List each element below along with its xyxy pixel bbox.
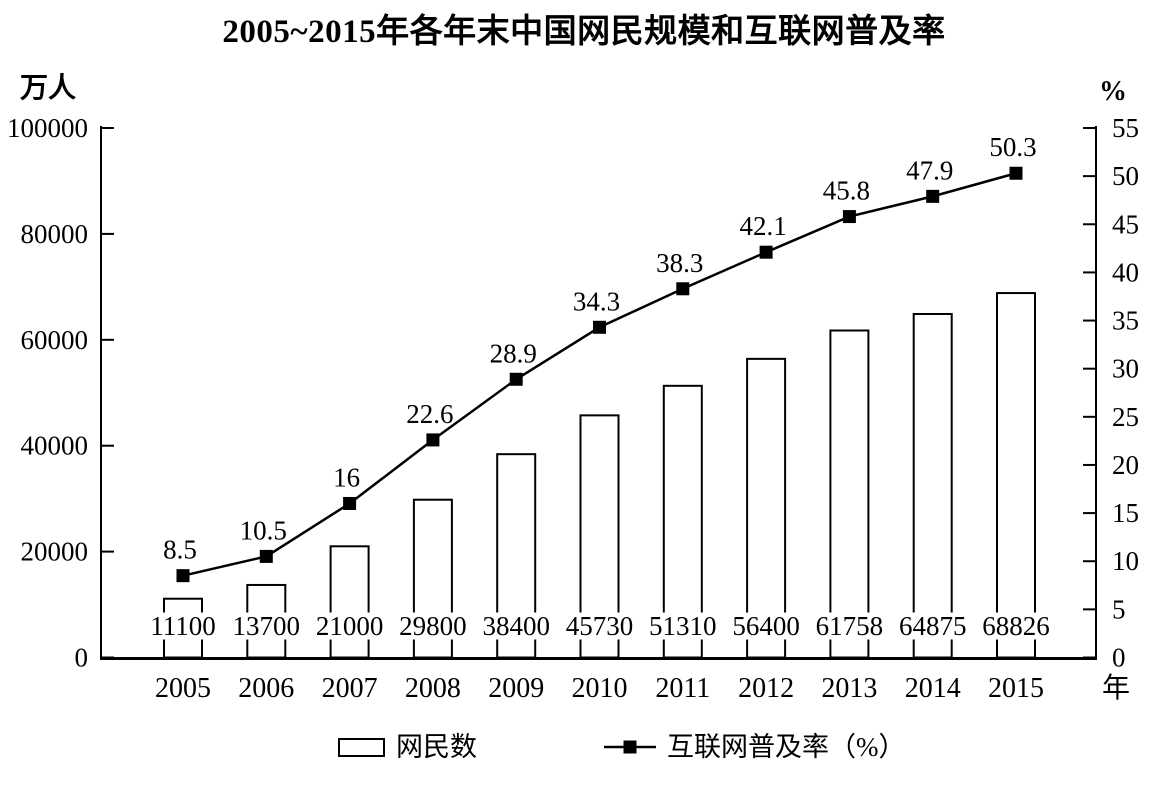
svg-text:50.3: 50.3 (989, 132, 1036, 162)
line-marker-2005 (176, 569, 190, 583)
svg-text:5: 5 (1112, 594, 1126, 624)
line-marker-2007 (343, 496, 357, 510)
line-marker-2011 (676, 282, 690, 296)
svg-text:10.5: 10.5 (240, 515, 287, 545)
svg-text:2012: 2012 (738, 673, 794, 704)
line-marker-2006 (259, 549, 273, 563)
bar-2015 (996, 292, 1036, 659)
svg-text:28.9: 28.9 (490, 338, 537, 368)
svg-text:2005: 2005 (155, 673, 211, 704)
svg-text:0: 0 (1112, 643, 1126, 673)
line-marker-2009 (509, 372, 523, 386)
bar-series (163, 292, 1036, 659)
svg-text:21000: 21000 (316, 611, 384, 641)
legend-item-penetration-rate: 互联网普及率（%） (604, 732, 906, 762)
line-marker-2010 (593, 320, 606, 334)
svg-text:100000: 100000 (7, 113, 88, 143)
svg-text:60000: 60000 (21, 325, 89, 355)
right-axis-unit-label: % (1099, 76, 1127, 107)
line-legend-swatch (604, 740, 656, 754)
svg-text:2009: 2009 (488, 673, 544, 704)
line-legend-label: 互联网普及率（%） (667, 732, 906, 762)
svg-text:2015: 2015 (988, 673, 1044, 704)
svg-text:40000: 40000 (21, 431, 89, 461)
svg-text:61758: 61758 (816, 611, 884, 641)
svg-text:45730: 45730 (566, 611, 634, 641)
svg-text:68826: 68826 (982, 611, 1050, 641)
line-series (176, 166, 1023, 583)
chart-title: 2005~2015年各年末中国网民规模和互联网普及率 (222, 14, 946, 50)
svg-text:56400: 56400 (732, 611, 800, 641)
svg-text:30: 30 (1112, 354, 1139, 384)
svg-text:45.8: 45.8 (823, 176, 870, 206)
svg-text:47.9: 47.9 (906, 155, 953, 185)
svg-text:2011: 2011 (655, 673, 710, 704)
svg-text:15: 15 (1112, 498, 1139, 528)
line-value-labels: 8.5 10.5 16 22.6 28.9 34.3 38.3 42.1 45.8 47.9 50.… (163, 132, 1037, 564)
bar-value-labels: 11100 13700 21000 29800 38400 45730 51310 56400… (146, 611, 1053, 641)
line-marker-2008 (426, 433, 440, 447)
right-axis-ticks: 0 5 10 15 20 25 30 35 40 45 50 55 (1083, 113, 1139, 673)
svg-text:80000: 80000 (21, 219, 89, 249)
svg-text:2008: 2008 (405, 673, 461, 704)
svg-text:34.3: 34.3 (573, 286, 620, 316)
left-axis-unit-label: 万人 (20, 73, 77, 104)
svg-text:45: 45 (1112, 209, 1139, 239)
axes (100, 126, 1097, 660)
svg-text:29800: 29800 (399, 611, 467, 641)
svg-text:50: 50 (1112, 161, 1139, 191)
bar-legend-swatch (338, 737, 385, 757)
svg-text:38400: 38400 (482, 611, 550, 641)
svg-text:20000: 20000 (21, 537, 89, 567)
line-marker-2012 (759, 245, 773, 259)
svg-text:16: 16 (333, 462, 360, 492)
svg-text:55: 55 (1112, 113, 1139, 143)
svg-text:40: 40 (1112, 257, 1139, 287)
bar-2013 (829, 329, 870, 659)
x-axis-labels: 2005 2006 2007 2008 2009 2010 2011 2012 2013 2014… (155, 673, 1044, 704)
svg-text:64875: 64875 (899, 611, 967, 641)
svg-text:2010: 2010 (572, 673, 628, 704)
line-marker-2013 (842, 210, 856, 224)
svg-text:10: 10 (1112, 546, 1139, 576)
svg-text:0: 0 (75, 643, 89, 673)
svg-text:2014: 2014 (905, 673, 961, 704)
svg-text:8.5: 8.5 (163, 535, 197, 565)
svg-text:35: 35 (1112, 306, 1139, 336)
line-marker-2015 (1009, 166, 1023, 180)
svg-text:2013: 2013 (821, 673, 877, 704)
svg-text:51310: 51310 (649, 611, 717, 641)
svg-text:25: 25 (1112, 402, 1139, 432)
bar-2014 (912, 312, 953, 659)
svg-text:42.1: 42.1 (739, 211, 786, 241)
svg-text:2006: 2006 (238, 673, 294, 704)
x-axis-unit-label: 年 (1102, 673, 1131, 704)
svg-text:38.3: 38.3 (656, 248, 703, 278)
svg-text:2007: 2007 (322, 673, 378, 704)
legend-item-netizens: 网民数 (338, 732, 477, 762)
left-axis-ticks: 0 20000 40000 60000 80000 100000 (7, 113, 114, 673)
line-marker-2014 (926, 189, 940, 203)
svg-text:22.6: 22.6 (406, 399, 453, 429)
svg-text:20: 20 (1112, 450, 1139, 480)
bar-2011 (662, 384, 703, 659)
bar-legend-label: 网民数 (396, 732, 477, 762)
svg-text:11100: 11100 (150, 611, 216, 641)
svg-text:13700: 13700 (233, 611, 301, 641)
